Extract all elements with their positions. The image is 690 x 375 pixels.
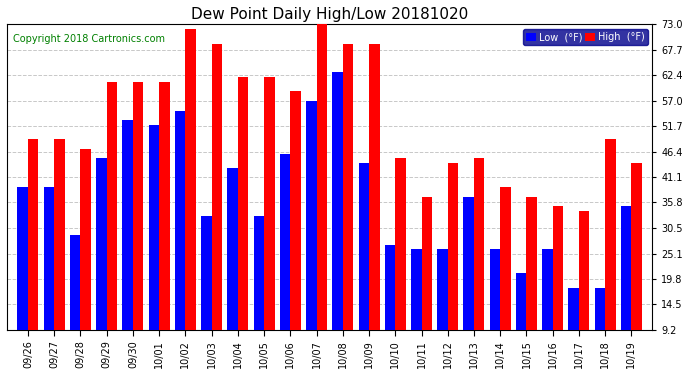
Bar	[369, 44, 380, 330]
Bar	[280, 154, 290, 330]
Bar	[437, 249, 448, 330]
Bar	[422, 196, 432, 330]
Bar	[17, 187, 28, 330]
Bar	[500, 187, 511, 330]
Bar	[569, 288, 579, 330]
Bar	[448, 163, 458, 330]
Bar	[385, 244, 395, 330]
Title: Dew Point Daily High/Low 20181020: Dew Point Daily High/Low 20181020	[191, 7, 469, 22]
Text: Copyright 2018 Cartronics.com: Copyright 2018 Cartronics.com	[13, 34, 166, 44]
Bar	[148, 125, 159, 330]
Bar	[186, 29, 196, 330]
Bar	[28, 139, 39, 330]
Bar	[212, 44, 222, 330]
Bar	[81, 149, 91, 330]
Bar	[254, 216, 264, 330]
Bar	[122, 120, 133, 330]
Bar	[343, 44, 353, 330]
Bar	[96, 158, 107, 330]
Bar	[553, 206, 563, 330]
Bar	[395, 158, 406, 330]
Bar	[490, 249, 500, 330]
Bar	[306, 101, 317, 330]
Bar	[605, 139, 615, 330]
Bar	[359, 163, 369, 330]
Bar	[238, 77, 248, 330]
Bar	[621, 206, 631, 330]
Bar	[201, 216, 212, 330]
Bar	[595, 288, 605, 330]
Bar	[526, 196, 537, 330]
Bar	[175, 111, 186, 330]
Bar	[264, 77, 275, 330]
Bar	[579, 211, 589, 330]
Bar	[333, 72, 343, 330]
Bar	[411, 249, 422, 330]
Bar	[70, 235, 81, 330]
Bar	[55, 139, 65, 330]
Bar	[464, 196, 474, 330]
Bar	[317, 20, 327, 330]
Bar	[107, 82, 117, 330]
Bar	[159, 82, 170, 330]
Bar	[516, 273, 526, 330]
Bar	[631, 163, 642, 330]
Legend: Low  (°F), High  (°F): Low (°F), High (°F)	[523, 29, 647, 45]
Bar	[290, 92, 301, 330]
Bar	[474, 158, 484, 330]
Bar	[227, 168, 238, 330]
Bar	[542, 249, 553, 330]
Bar	[43, 187, 55, 330]
Bar	[133, 82, 144, 330]
